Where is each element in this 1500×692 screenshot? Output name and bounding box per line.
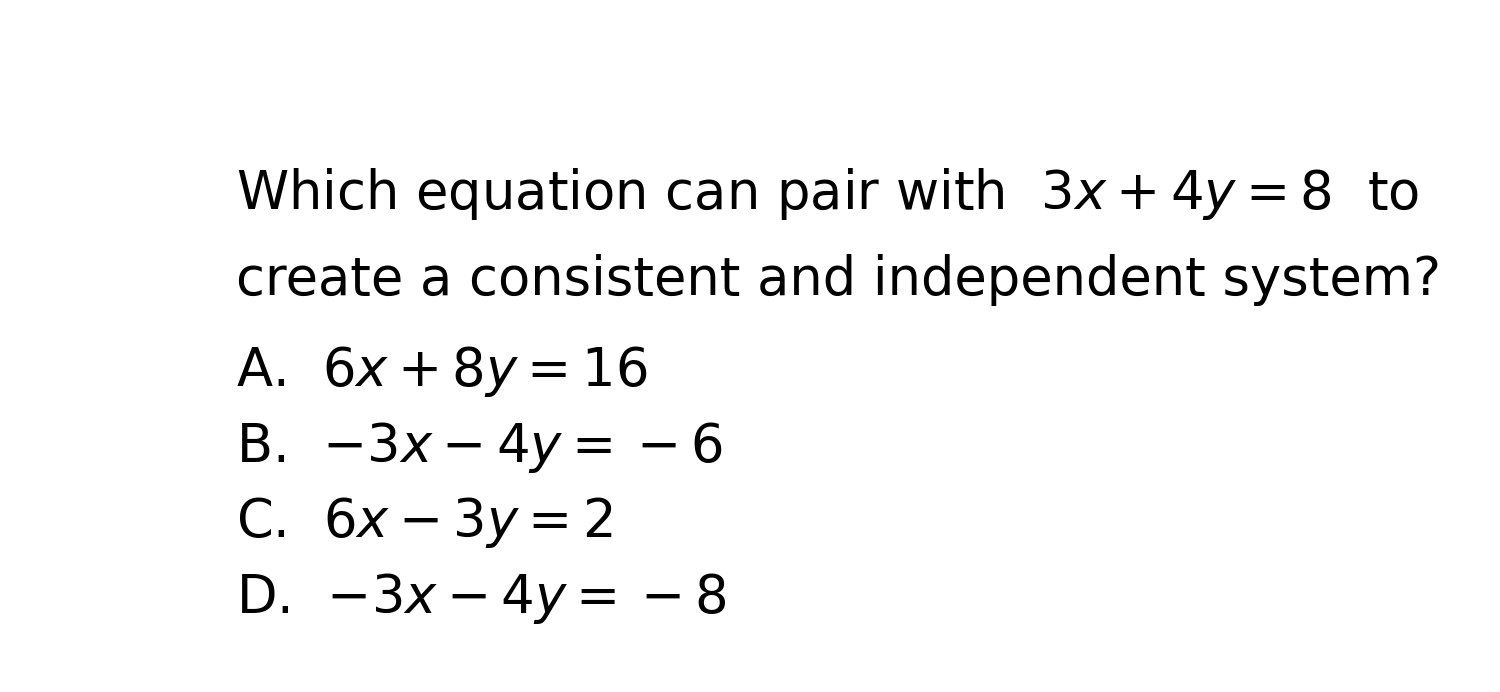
Text: Which equation can pair with  $3x + 4y = 8$  to: Which equation can pair with $3x + 4y = …: [237, 165, 1419, 221]
Text: C.  $6x - 3y = 2$: C. $6x - 3y = 2$: [237, 495, 614, 550]
Text: D.  $-3x - 4y = -8$: D. $-3x - 4y = -8$: [237, 571, 728, 626]
Text: B.  $-3x - 4y = -6$: B. $-3x - 4y = -6$: [237, 420, 723, 475]
Text: A.  $6x + 8y = 16$: A. $6x + 8y = 16$: [237, 344, 648, 399]
Text: create a consistent and independent system?: create a consistent and independent syst…: [237, 253, 1442, 306]
